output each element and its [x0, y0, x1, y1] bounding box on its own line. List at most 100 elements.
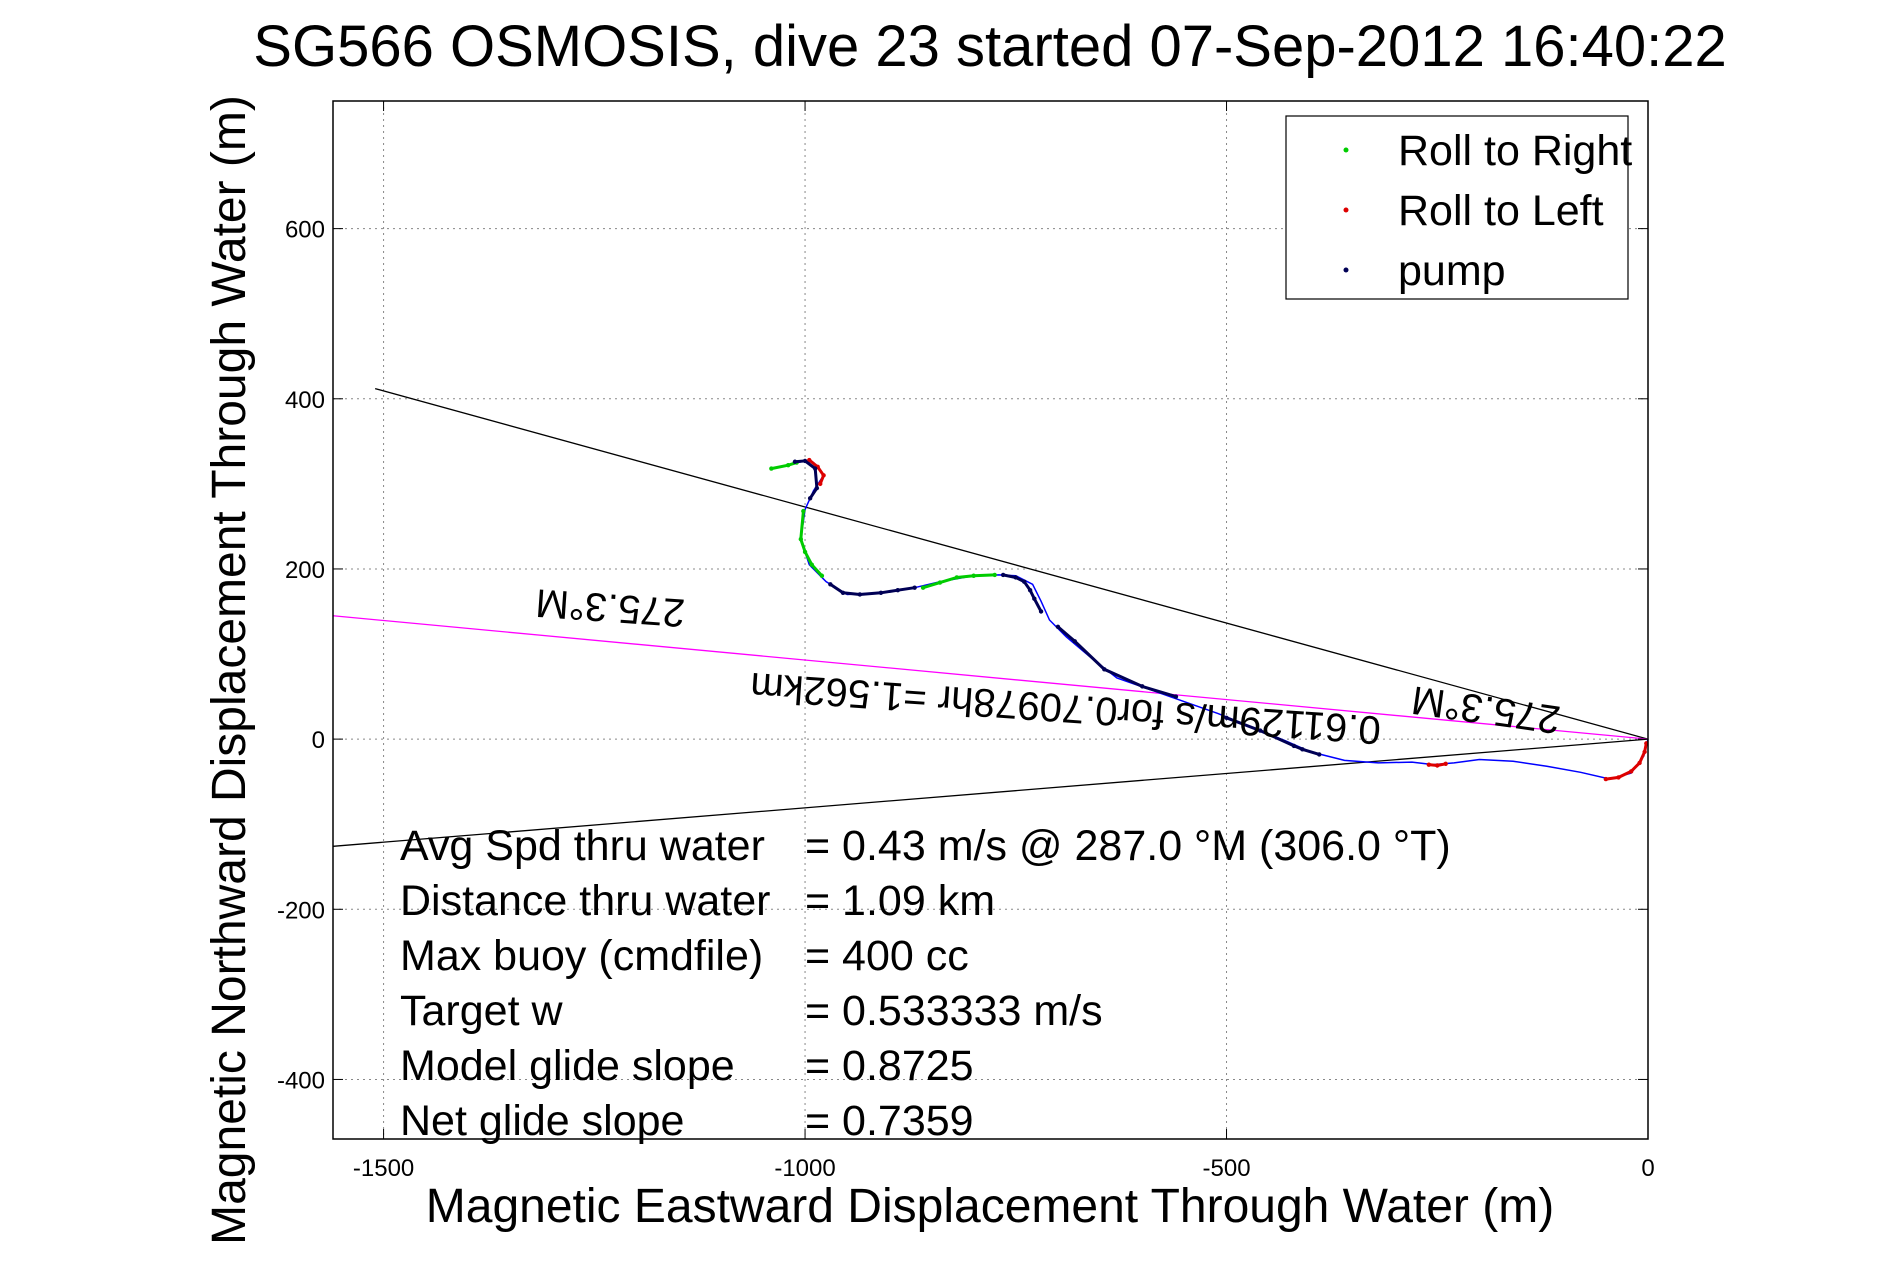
legend-box: [1285, 115, 1629, 300]
x-tick-label: -500: [1203, 1155, 1251, 1182]
stat-value: = 0.43 m/s @ 287.0 °M (306.0 °T): [805, 822, 1451, 870]
stat-label: Distance thru water: [400, 877, 770, 925]
pump-point: [1000, 572, 1006, 578]
roll-right-point: [801, 508, 806, 514]
stat-value: = 400 cc: [805, 932, 969, 980]
pump-point: [1173, 694, 1179, 699]
roll-right-point: [769, 466, 774, 471]
ticks-layer: -1500 -1000 -500 0 -400 -200 0 200 400 600: [277, 101, 1655, 1182]
y-tick-label: -400: [277, 1067, 325, 1094]
pump-point: [792, 459, 798, 464]
stat-value: = 0.533333 m/s: [805, 987, 1103, 1035]
stat-label: Net glide slope: [400, 1097, 684, 1145]
pump-point: [1300, 747, 1305, 752]
stat-label: Target w: [400, 987, 563, 1035]
roll-right-point: [785, 462, 791, 468]
pump-point: [802, 458, 808, 464]
pump-point: [1258, 728, 1263, 733]
pump-point: [1140, 684, 1145, 689]
pump-point: [857, 592, 863, 597]
x-tick-label: -1000: [774, 1155, 835, 1182]
roll-left-point: [1603, 776, 1609, 782]
y-tick-label: 400: [285, 387, 325, 414]
pump-segment: [794, 459, 819, 500]
roll-right-point: [971, 573, 976, 578]
pump-point: [814, 485, 820, 491]
roll-left-point: [1616, 775, 1621, 780]
roll-right-point: [819, 573, 825, 578]
pump-point: [840, 590, 846, 595]
pump-point: [807, 496, 813, 501]
roll-right-point: [920, 585, 926, 590]
pump-point: [1027, 588, 1033, 593]
roll-left-point: [1426, 762, 1432, 767]
stat-value: = 0.8725: [805, 1042, 974, 1090]
roll-right-segment: [771, 461, 798, 471]
x-axis-title: Magnetic Eastward Displacement Through W…: [426, 1180, 1554, 1233]
roll-left-point: [1642, 749, 1647, 755]
roll-right-point: [937, 580, 943, 585]
y-tick-label: 600: [285, 217, 325, 244]
roll-left-point: [807, 457, 812, 463]
pump-point: [1102, 667, 1107, 672]
roll-left-segment: [808, 458, 826, 485]
pump-point: [1038, 609, 1044, 614]
roll-right-point: [954, 575, 959, 580]
pump-point: [1022, 579, 1027, 584]
roll-left-point: [1443, 761, 1448, 766]
stat-label: Model glide slope: [400, 1042, 735, 1090]
y-tick-label: 200: [285, 557, 325, 584]
y-tick-label: -200: [277, 897, 325, 924]
legend-label: pump: [1398, 247, 1506, 295]
pump-point: [895, 588, 900, 593]
heading-annotation: 275.3°M: [534, 580, 686, 634]
roll-right-point: [809, 562, 814, 567]
roll-right-point: [992, 572, 997, 578]
roll-left-point: [1628, 769, 1634, 774]
plot-frame: [332, 100, 1649, 1140]
heading-line-upper: [374, 387, 1648, 740]
legend-label: Roll to Left: [1398, 187, 1604, 235]
pump-point: [912, 585, 917, 590]
legend: Roll to Right Roll to Left pump: [1285, 115, 1632, 300]
pump-point: [1291, 743, 1297, 749]
heading-line-lower: [333, 738, 1648, 847]
stats-layer: Avg Spd thru water = 0.43 m/s @ 287.0 °M …: [400, 822, 1451, 1145]
roll-left-point: [818, 481, 823, 487]
reference-lines: [333, 387, 1648, 847]
stat-value: = 1.09 km: [805, 877, 995, 925]
pump-point: [1013, 575, 1018, 580]
y-axis-title: Magnetic Northward Displacement Through …: [203, 95, 256, 1245]
pump-segment: [829, 583, 915, 597]
annotation-layer: 275.3°M0.61129m/s for0.70978hr =1.562km 2…: [534, 580, 1563, 752]
roll-right-point: [798, 536, 804, 542]
x-tick-label: -1500: [353, 1155, 414, 1182]
pump-point: [1224, 715, 1229, 721]
legend-marker: [1343, 267, 1349, 273]
pump-point: [1032, 596, 1037, 601]
heading-line-magenta: [333, 615, 1648, 740]
roll-left-point: [821, 473, 826, 478]
roll-right-point: [802, 549, 808, 555]
points-layer: [769, 457, 1649, 782]
pump-point: [812, 466, 818, 471]
pump-point: [1055, 624, 1061, 630]
pump-segment: [1002, 573, 1043, 613]
pump-point: [828, 582, 833, 587]
y-tick-label: 0: [312, 727, 325, 754]
legend-marker: [1343, 147, 1349, 153]
x-tick-label: 0: [1641, 1155, 1654, 1182]
stat-label: Max buoy (cmdfile): [400, 932, 763, 980]
chart-title: SG566 OSMOSIS, dive 23 started 07-Sep-20…: [253, 14, 1726, 79]
legend-marker: [1343, 207, 1349, 213]
pump-point: [878, 590, 884, 595]
roll-left-point: [1637, 760, 1642, 766]
pump-segment: [1056, 625, 1177, 699]
roll-left-point: [1435, 763, 1440, 768]
heading-annotation: 275.3°M: [1409, 677, 1563, 741]
stat-label: Avg Spd thru water: [400, 822, 765, 870]
pump-point: [1317, 752, 1322, 757]
stat-value: = 0.7359: [805, 1097, 974, 1145]
roll-right-segment: [922, 573, 995, 590]
